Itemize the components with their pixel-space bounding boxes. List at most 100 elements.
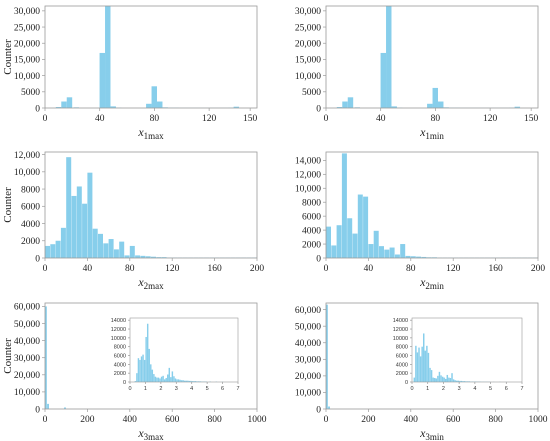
- inset-y-tick-label: 8000: [114, 345, 126, 351]
- bar: [119, 241, 125, 258]
- x-tick-label: 120: [165, 264, 180, 274]
- inset-y-tick-label: 12000: [393, 327, 408, 333]
- inset-bar: [427, 352, 430, 382]
- histogram-panel: 0 5000 10,000 15,000 20,000 25,000 30,000 0 40 80…: [295, 5, 539, 141]
- x-tick-label: 80: [150, 114, 160, 124]
- inset-bar: [137, 358, 140, 382]
- inset-bar: [440, 375, 442, 382]
- y-tick-label: 20,000: [295, 40, 321, 50]
- x-axis-label-sub: 3max: [144, 432, 164, 441]
- inset-x-tick-label: 7: [236, 386, 239, 392]
- x-tick-label: 200: [531, 264, 546, 274]
- bar: [336, 225, 342, 258]
- inset-bar: [194, 381, 197, 382]
- x-axis-label-var: x: [137, 125, 144, 139]
- inset-y-tick-label: 0: [405, 380, 408, 386]
- y-tick-label: 0: [35, 104, 40, 114]
- bar: [157, 101, 163, 108]
- inset-bar: [418, 347, 420, 382]
- x-tick-label: 80: [406, 264, 416, 274]
- y-tick-label: 14,000: [295, 157, 321, 167]
- bar: [76, 186, 82, 258]
- inset-x-tick-label: 0: [128, 386, 131, 392]
- x-tick-label: 1000: [529, 415, 548, 425]
- inset-x-tick-label: 1: [426, 386, 429, 392]
- x-tick-label: 120: [446, 264, 461, 274]
- y-tick-label: 40,000: [14, 337, 40, 347]
- inset-bar: [415, 345, 417, 382]
- x-axis-label: x2max: [137, 275, 164, 291]
- y-tick-label: 10,000: [295, 185, 321, 195]
- x-tick-label: 400: [404, 415, 419, 425]
- x-tick-label: 0: [324, 264, 329, 274]
- y-tick-label: 20,000: [14, 371, 40, 381]
- bar: [421, 256, 427, 258]
- x-axis-label: x1max: [137, 125, 164, 141]
- y-tick-label: 60,000: [14, 303, 40, 313]
- bar: [145, 256, 151, 258]
- bar: [386, 6, 392, 108]
- y-tick-label: 12,000: [14, 151, 40, 161]
- inset-bar: [154, 376, 157, 382]
- inset-bar: [462, 381, 464, 382]
- inset-bar: [156, 377, 158, 382]
- bar: [328, 406, 330, 409]
- bar: [50, 244, 56, 258]
- x-tick-label: 80: [431, 114, 441, 124]
- y-tick-label: 0: [35, 254, 40, 264]
- inset-bar: [448, 377, 450, 382]
- bar: [151, 256, 156, 258]
- inset-bar: [465, 381, 467, 382]
- inset-bar: [136, 373, 138, 382]
- inset-bar: [449, 378, 452, 382]
- inset-bar: [468, 381, 471, 382]
- inset-bar: [185, 380, 187, 382]
- x-tick-label: 200: [361, 415, 376, 425]
- x-tick-label: 800: [488, 415, 503, 425]
- inset-y-tick-label: 2000: [114, 371, 126, 377]
- y-tick-label: 15,000: [14, 56, 40, 66]
- x-axis-label-sub: 1max: [144, 131, 164, 141]
- histogram-panel: 0 2000 4000 6000 8000 10,000 12,000 0 40 80 120 160…: [2, 151, 264, 291]
- y-tick-label: 0: [316, 104, 321, 114]
- bar: [124, 255, 130, 258]
- bar: [108, 239, 114, 258]
- y-tick-label: 30,000: [295, 356, 321, 366]
- inset-bar: [413, 377, 416, 382]
- x-tick-label: 40: [95, 114, 105, 124]
- inset-bar: [438, 371, 441, 382]
- x-tick-label: 200: [80, 415, 95, 425]
- x-axis-label-sub: 2min: [425, 281, 444, 291]
- inset-y-tick-label: 4000: [396, 362, 408, 368]
- bar: [45, 306, 47, 409]
- y-tick-label: 20,000: [295, 372, 321, 382]
- inset-x-tick-label: 5: [489, 386, 492, 392]
- bar: [60, 227, 66, 258]
- bar: [129, 245, 135, 258]
- inset-y-tick-label: 12000: [111, 327, 126, 333]
- x-tick-label: 150: [524, 114, 539, 124]
- y-tick-label: 10,000: [14, 168, 40, 178]
- inset-y-tick-label: 6000: [396, 354, 408, 360]
- bar: [161, 257, 167, 258]
- bar: [113, 249, 119, 258]
- y-tick-label: 25,000: [14, 23, 40, 33]
- bar: [326, 226, 331, 258]
- y-tick-label: 20,000: [14, 40, 40, 50]
- inset-bar: [160, 376, 163, 382]
- bar: [326, 304, 328, 409]
- inset-x-tick-label: 0: [410, 386, 413, 392]
- bar: [352, 233, 358, 258]
- inset-bar: [163, 379, 166, 382]
- y-tick-label: 40,000: [295, 339, 321, 349]
- plot-frame: [44, 151, 258, 259]
- inset-bar: [171, 371, 174, 382]
- x-tick-label: 80: [125, 264, 135, 274]
- x-axis-label-var: x: [419, 125, 426, 139]
- inset-y-tick-label: 10000: [393, 336, 408, 342]
- bar: [363, 196, 369, 258]
- y-tick-label: 0: [316, 405, 321, 415]
- inset-bar: [187, 380, 189, 382]
- inset-bar: [140, 356, 143, 382]
- bar: [331, 245, 337, 258]
